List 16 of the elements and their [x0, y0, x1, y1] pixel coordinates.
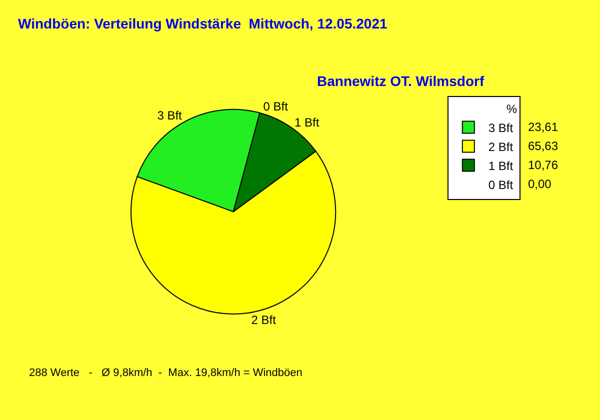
legend-title: % [506, 102, 518, 116]
chart-subtitle: Bannewitz OT. Wilmsdorf [317, 73, 484, 89]
text: 0,00 [528, 177, 552, 191]
legend-label: 3 Bft [488, 120, 514, 135]
legend-label: 1 Bft [488, 158, 514, 173]
category-label: 0 Bft [488, 178, 514, 192]
category-label: 0 Bft [263, 99, 288, 114]
data-label: 10,76 [528, 158, 558, 172]
data-label: 65,63 [528, 139, 558, 153]
chart-title: Windböen: Verteilung Windstärke Mittwoch, 12.05.2021 [18, 16, 388, 32]
slice-label: 1 Bft [294, 115, 320, 130]
text: 288 Werte - Ø 9,8km/h - Max. 19,8km/h = Windböen [29, 367, 302, 379]
legend-label: 2 Bft [488, 140, 514, 154]
slice-label: 2 Bft [251, 312, 277, 327]
data-label: 23,61 [528, 120, 558, 134]
slice-label: 3 Bft [157, 108, 183, 122]
